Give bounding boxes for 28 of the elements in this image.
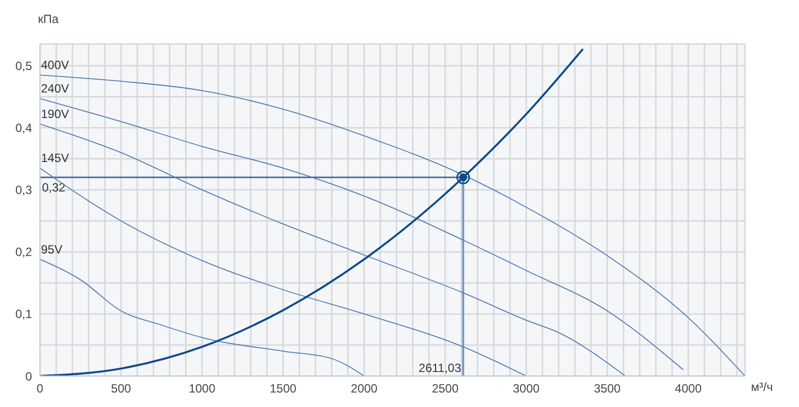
y-tick-label: 0,5 [15,58,32,73]
ref-line-label: 0,32 [42,180,66,194]
series-label: 190V [41,107,70,122]
x-tick-label: 500 [111,382,132,396]
x-tick-label: 1500 [270,382,297,396]
y-tick-label: 0,1 [15,307,32,322]
series-label: 95V [41,242,62,256]
series-label: 400V [41,58,70,72]
x-tick-label: 2000 [350,382,378,396]
x-axis-title: м³/ч [751,380,773,394]
y-tick-label: 0,3 [15,183,32,198]
y-tick-label: 0,4 [15,121,32,136]
x-tick-label: 2500 [432,382,459,396]
y-tick-label: 0 [25,369,32,384]
line-series [40,48,584,376]
y-tick-label: 0,2 [15,245,32,260]
x-tick-label: 0 [36,382,44,396]
line-series [40,258,365,376]
x-tick-label: 4000 [674,382,702,396]
ref-line-label: 2611,03 [418,361,462,375]
series-label: 240V [41,82,70,96]
y-axis-title: кПа [38,12,59,26]
line-series [40,124,626,376]
x-tick-label: 1000 [188,382,216,396]
x-tick-label: 3500 [594,382,621,396]
series-label: 145V [41,151,70,166]
line-series [40,168,527,376]
x-tick-label: 3000 [512,382,540,396]
